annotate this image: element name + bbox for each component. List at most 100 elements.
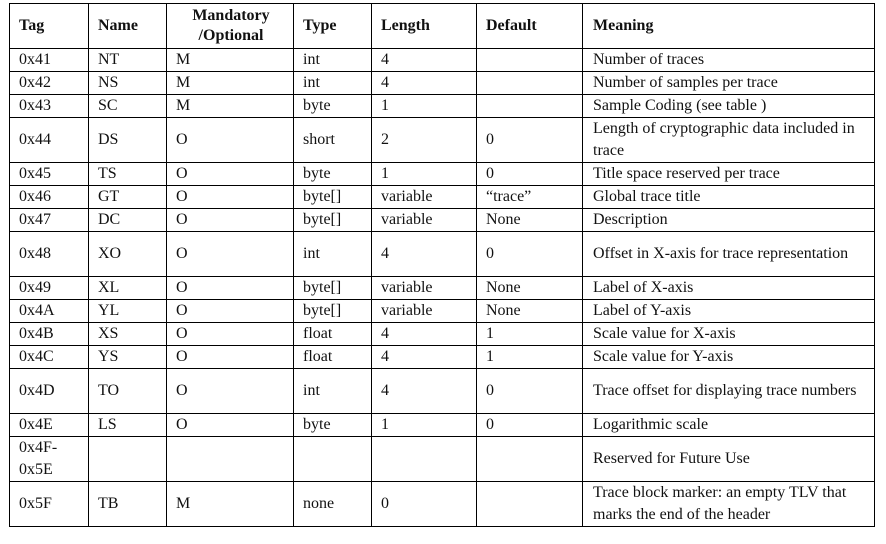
cell-name (88, 436, 167, 482)
cell-type: byte (293, 162, 372, 186)
cell-default: “trace” (476, 185, 583, 209)
cell-name: XS (88, 322, 167, 346)
cell-meaning: Offset in X-axis for trace representatio… (582, 231, 875, 277)
tlv-table-container: Tag Name Mandatory /Optional Type Length… (9, 3, 875, 527)
cell-mandatory-optional: O (166, 117, 294, 163)
cell-mandatory-optional: O (166, 185, 294, 209)
cell-mandatory-optional: O (166, 368, 294, 414)
cell-name: YS (88, 345, 167, 369)
header-name: Name (88, 3, 167, 49)
cell-meaning: Trace block marker: an empty TLV that ma… (582, 481, 875, 527)
cell-mandatory-optional: O (166, 231, 294, 277)
cell-name: XL (88, 276, 167, 300)
cell-length: 4 (371, 48, 477, 72)
cell-type: byte[] (293, 299, 372, 323)
cell-name: TO (88, 368, 167, 414)
cell-type (293, 436, 372, 482)
cell-default: None (476, 276, 583, 300)
cell-tag: 0x4E (9, 413, 89, 437)
cell-type: byte[] (293, 185, 372, 209)
cell-name: DC (88, 208, 167, 232)
cell-meaning: Reserved for Future Use (582, 436, 875, 482)
cell-default: 1 (476, 322, 583, 346)
cell-default: 0 (476, 162, 583, 186)
cell-meaning: Label of Y-axis (582, 299, 875, 323)
cell-length: 2 (371, 117, 477, 163)
cell-mandatory-optional: M (166, 48, 294, 72)
cell-meaning: Sample Coding (see table ) (582, 94, 875, 118)
cell-type: int (293, 368, 372, 414)
cell-meaning: Global trace title (582, 185, 875, 209)
cell-length: variable (371, 185, 477, 209)
cell-tag: 0x44 (9, 117, 89, 163)
cell-name: DS (88, 117, 167, 163)
cell-tag: 0x49 (9, 276, 89, 300)
cell-tag: 0x4F- 0x5E (9, 436, 89, 482)
cell-mandatory-optional: O (166, 299, 294, 323)
cell-length: variable (371, 299, 477, 323)
cell-tag: 0x43 (9, 94, 89, 118)
cell-meaning: Number of traces (582, 48, 875, 72)
cell-tag: 0x42 (9, 71, 89, 95)
cell-mandatory-optional: O (166, 276, 294, 300)
cell-length: 4 (371, 345, 477, 369)
cell-mandatory-optional: O (166, 345, 294, 369)
cell-type: none (293, 481, 372, 527)
cell-length: 4 (371, 231, 477, 277)
cell-name: GT (88, 185, 167, 209)
cell-type: byte[] (293, 276, 372, 300)
cell-default (476, 481, 583, 527)
cell-name: NT (88, 48, 167, 72)
cell-type: int (293, 48, 372, 72)
cell-mandatory-optional: O (166, 413, 294, 437)
cell-type: byte (293, 94, 372, 118)
cell-default: 0 (476, 368, 583, 414)
cell-default: 0 (476, 117, 583, 163)
cell-meaning: Description (582, 208, 875, 232)
cell-meaning: Scale value for X-axis (582, 322, 875, 346)
cell-default: 0 (476, 413, 583, 437)
cell-default (476, 436, 583, 482)
cell-meaning: Label of X-axis (582, 276, 875, 300)
cell-type: int (293, 231, 372, 277)
cell-meaning: Title space reserved per trace (582, 162, 875, 186)
cell-length: variable (371, 208, 477, 232)
cell-length: 4 (371, 71, 477, 95)
cell-name: LS (88, 413, 167, 437)
cell-length (371, 436, 477, 482)
cell-name: NS (88, 71, 167, 95)
cell-meaning: Trace offset for displaying trace number… (582, 368, 875, 414)
header-type: Type (293, 3, 372, 49)
cell-default: None (476, 208, 583, 232)
cell-mandatory-optional: O (166, 162, 294, 186)
cell-name: YL (88, 299, 167, 323)
cell-default: 1 (476, 345, 583, 369)
header-meaning: Meaning (582, 3, 875, 49)
cell-tag: 0x4A (9, 299, 89, 323)
cell-tag: 0x47 (9, 208, 89, 232)
cell-mandatory-optional: O (166, 322, 294, 346)
cell-name: SC (88, 94, 167, 118)
cell-tag: 0x4C (9, 345, 89, 369)
cell-meaning: Scale value for Y-axis (582, 345, 875, 369)
cell-meaning: Logarithmic scale (582, 413, 875, 437)
cell-length: 1 (371, 413, 477, 437)
cell-default (476, 48, 583, 72)
cell-length: 4 (371, 322, 477, 346)
cell-length: 4 (371, 368, 477, 414)
header-mandatory-optional: Mandatory /Optional (166, 3, 294, 49)
cell-type: short (293, 117, 372, 163)
header-length: Length (371, 3, 477, 49)
cell-mandatory-optional (166, 436, 294, 482)
cell-length: variable (371, 276, 477, 300)
cell-default (476, 71, 583, 95)
